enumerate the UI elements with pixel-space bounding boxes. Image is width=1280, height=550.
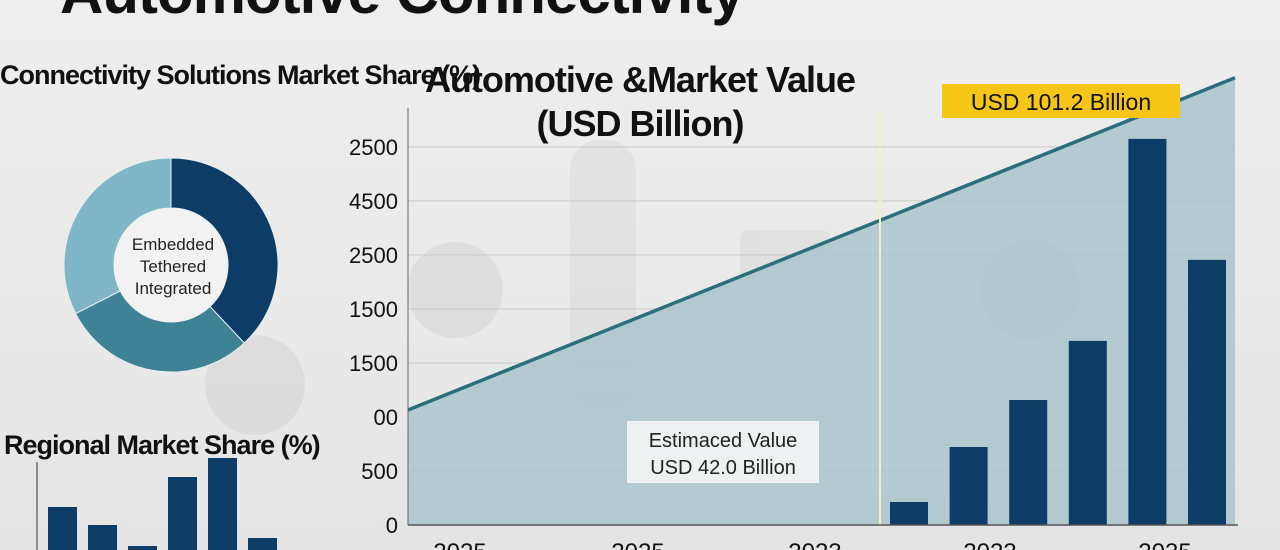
regional-bar: [88, 525, 117, 550]
regional-bar: [168, 477, 197, 550]
x-tick-label: 2025: [611, 539, 664, 550]
main-title: Automotive Connectivity: [60, 0, 745, 27]
y-tick-label: 0: [386, 513, 398, 538]
estimated-value-label: Estimaced Value: [649, 430, 798, 452]
donut-center-label: Tethered: [140, 257, 206, 276]
donut-center-label: Embedded: [132, 235, 214, 254]
y-tick-label: 00: [374, 405, 398, 430]
x-tick-label: 2035: [1138, 539, 1191, 550]
x-tick-label: 2025: [433, 539, 486, 550]
estimated-value-amount: USD 42.0 Billion: [650, 457, 796, 479]
market-value-bar: [890, 501, 928, 525]
market-value-bar: [1068, 340, 1107, 525]
regional-bar: [128, 546, 157, 550]
market-value-bars: [890, 138, 1226, 525]
highlight-label: USD 101.2 Billion: [971, 89, 1151, 115]
donut-center-label: Integrated: [135, 279, 212, 298]
regional-bar: [48, 507, 77, 550]
y-tick-label: 2500: [349, 135, 398, 160]
x-tick-labels: 2025 2025 2023 2023 2035: [433, 539, 1191, 550]
y-tick-labels: 0 500 00 1500 1500 2500 4500 2500: [349, 135, 398, 538]
regional-bars: [48, 458, 277, 550]
highlight-box: [942, 84, 1180, 118]
trend-line: [407, 76, 1236, 412]
market-value-bar: [1009, 400, 1048, 525]
market-value-chart-title: Automotive &Market Value (USD Billion): [424, 59, 856, 144]
x-tick-label: 2023: [963, 539, 1016, 550]
regional-chart-title: Regional Market Share (%): [4, 430, 321, 460]
market-value-bar: [949, 447, 988, 525]
estimated-value-box: [627, 421, 819, 483]
donut-chart: [63, 157, 279, 373]
y-tick-label: 1500: [349, 297, 398, 322]
market-value-bar: [1128, 138, 1167, 525]
regional-bar: [248, 538, 277, 550]
regional-bar: [208, 458, 237, 550]
y-tick-label: 1500: [349, 351, 398, 376]
donut-hole: [114, 208, 228, 322]
x-tick-label: 2023: [788, 539, 841, 550]
y-tick-label: 500: [361, 459, 398, 484]
trend-area: [408, 77, 1235, 526]
y-tick-label: 2500: [349, 243, 398, 268]
y-tick-label: 4500: [349, 189, 398, 214]
market-value-bar: [1188, 259, 1226, 525]
